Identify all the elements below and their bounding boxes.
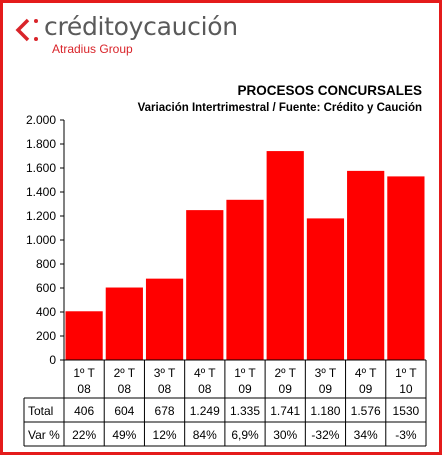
table-var-cell: 49%	[112, 428, 136, 442]
x-tick-label: 08	[198, 382, 212, 396]
bar	[186, 210, 224, 360]
table-row-label: Total	[28, 404, 53, 418]
x-tick-label: 09	[319, 382, 333, 396]
y-tick-label: 1.800	[26, 137, 56, 151]
table-var-cell: 30%	[273, 428, 297, 442]
table-total-cell: 406	[74, 404, 94, 418]
y-tick-label: 200	[36, 329, 56, 343]
table-var-cell: 84%	[193, 428, 217, 442]
x-tick-label: 1º T	[395, 366, 417, 380]
x-tick-label: 09	[279, 382, 293, 396]
table-total-cell: 678	[155, 404, 175, 418]
x-tick-label: 09	[359, 382, 373, 396]
table-row-label: Var %	[28, 428, 60, 442]
bar	[145, 278, 184, 360]
table-total-cell: 1530	[393, 404, 420, 418]
y-tick-label: 2.000	[26, 113, 56, 127]
x-tick-label: 3º T	[315, 366, 337, 380]
table-total-cell: 1.249	[190, 404, 220, 418]
x-tick-label: 09	[238, 382, 252, 396]
chart-subtitle: Variación Intertrimestral / Fuente: Créd…	[137, 102, 422, 114]
bar	[226, 199, 264, 360]
y-tick-label: 800	[36, 257, 56, 271]
y-tick-label: 400	[36, 305, 56, 319]
table-total-cell: 1.741	[270, 404, 300, 418]
bar	[105, 287, 143, 360]
bar	[266, 151, 304, 360]
x-tick-label: 2º T	[114, 366, 136, 380]
x-tick-label: 10	[399, 382, 413, 396]
table-total-cell: 1.335	[230, 404, 260, 418]
bar	[65, 311, 103, 360]
y-tick-label: 1.000	[26, 233, 56, 247]
x-tick-label: 08	[118, 382, 132, 396]
x-tick-label: 08	[158, 382, 172, 396]
y-tick-label: 1.400	[26, 185, 56, 199]
x-tick-label: 3º T	[154, 366, 176, 380]
chevron-logo-icon	[15, 18, 38, 42]
table-var-cell: -3%	[395, 428, 417, 442]
bar	[347, 170, 385, 360]
table-total-cell: 1.576	[351, 404, 381, 418]
x-tick-label: 1º T	[234, 366, 256, 380]
table-var-cell: 22%	[72, 428, 96, 442]
y-tick-label: 600	[36, 281, 56, 295]
table-var-cell: 12%	[153, 428, 177, 442]
table-total-cell: 604	[114, 404, 134, 418]
y-tick-label: 0	[49, 353, 56, 367]
x-tick-label: 4º T	[355, 366, 377, 380]
bar	[387, 176, 425, 360]
table-var-cell: 6,9%	[231, 428, 259, 442]
table-total-cell: 1.180	[310, 404, 340, 418]
chart-title: PROCESOS CONCURSALES	[237, 83, 422, 98]
y-tick-label: 1.200	[26, 209, 56, 223]
bar	[306, 218, 345, 360]
y-tick-label: 1.600	[26, 161, 56, 175]
x-tick-label: 1º T	[73, 366, 95, 380]
x-tick-label: 08	[77, 382, 91, 396]
table-var-cell: -32%	[311, 428, 339, 442]
x-tick-label: 4º T	[194, 366, 216, 380]
brand-name: créditoycaución	[44, 12, 238, 41]
brand-group: Atradius Group	[52, 42, 133, 56]
x-tick-label: 2º T	[274, 366, 296, 380]
table-var-cell: 34%	[354, 428, 378, 442]
